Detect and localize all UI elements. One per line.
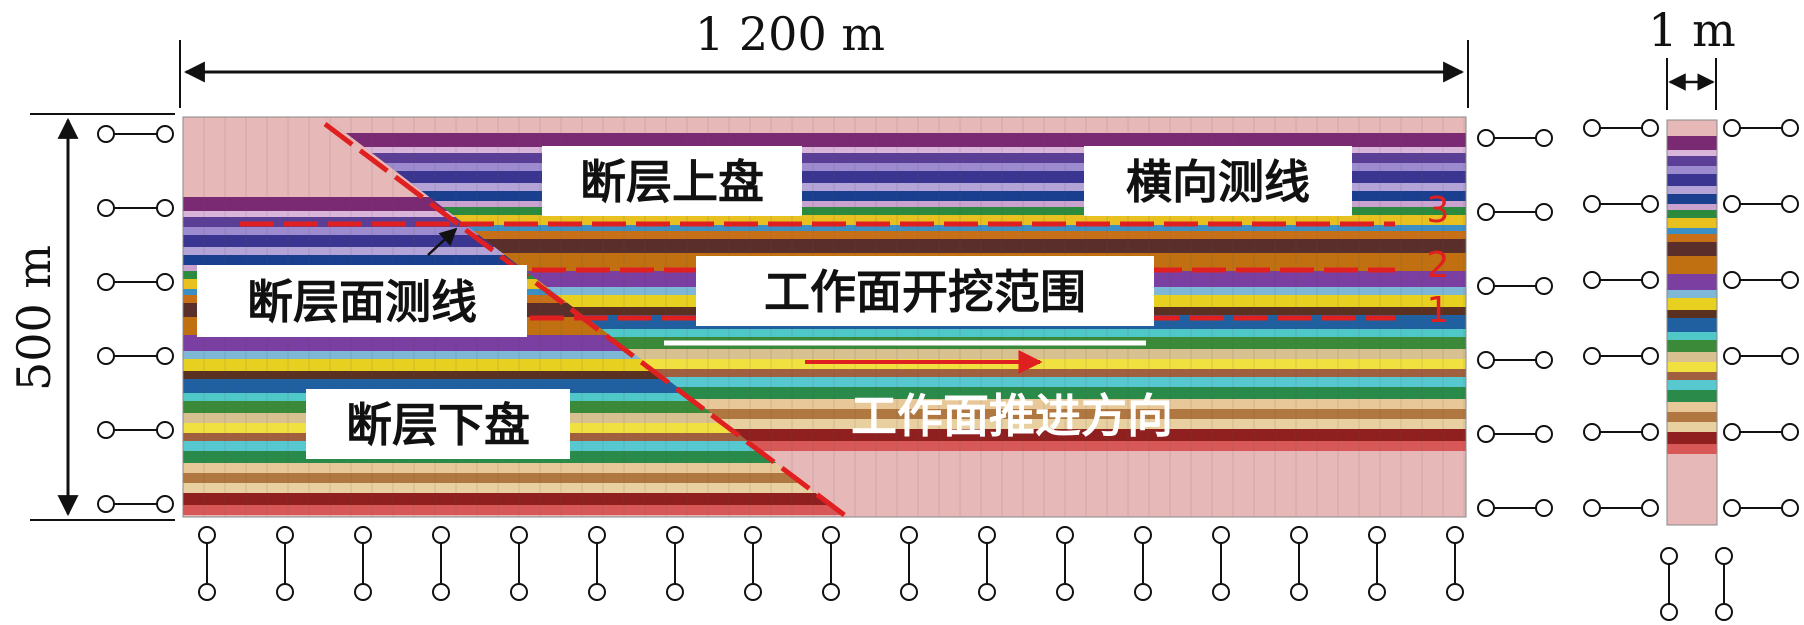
fault-surface-pointer [427, 227, 458, 256]
column-bottom-supports [1660, 547, 1733, 621]
svg-text:工作面开挖范围: 工作面开挖范围 [764, 265, 1086, 319]
column-strata [1667, 120, 1717, 525]
svg-text:断层上盘: 断层上盘 [580, 155, 764, 209]
width-dimension: 1 200 m [179, 7, 1469, 108]
width-label: 1 200 m [695, 7, 885, 61]
height-dimension: 500 m [7, 113, 175, 521]
left-boundary-supports [97, 125, 174, 513]
label-hanging-wall: 断层上盘 [542, 146, 802, 216]
height-label: 500 m [7, 245, 61, 391]
column-left-supports [1583, 119, 1659, 517]
column-model [1666, 119, 1718, 526]
column-width-label: 1 m [1648, 3, 1736, 57]
label-footwall: 断层下盘 [306, 389, 570, 459]
label-advance-direction: 工作面推进方向 [851, 389, 1173, 443]
label-excavation-range: 工作面开挖范围 [696, 256, 1154, 326]
bottom-boundary-supports [198, 526, 1464, 601]
right-boundary-supports [1477, 129, 1553, 517]
column-right-supports [1723, 119, 1799, 517]
label-transverse-line: 横向测线 [1084, 146, 1352, 216]
svg-text:横向测线: 横向测线 [1126, 155, 1310, 209]
survey-line-number-3: 3 [1427, 190, 1450, 231]
svg-text:断层面测线: 断层面测线 [247, 275, 477, 329]
survey-line-number-1: 1 [1427, 290, 1450, 331]
label-fault-surface-line: 断层面测线 [197, 265, 527, 337]
svg-text:断层下盘: 断层下盘 [346, 398, 530, 452]
survey-line-number-2: 2 [1427, 245, 1450, 286]
column-width-dimension: 1 m [1648, 3, 1736, 110]
